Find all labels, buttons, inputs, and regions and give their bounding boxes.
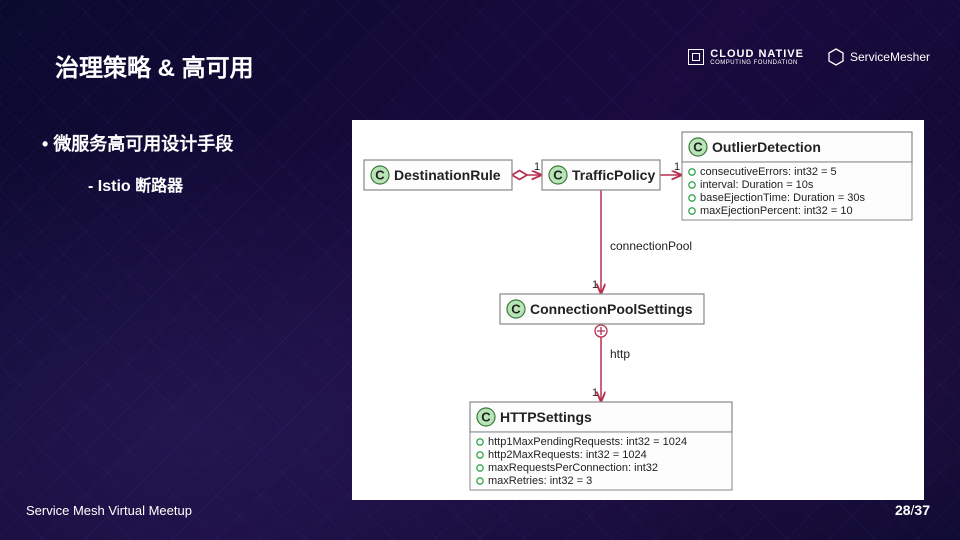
cncf-text-1: CLOUD NATIVE bbox=[710, 49, 804, 60]
page-total: 37 bbox=[914, 502, 930, 518]
svg-text:C: C bbox=[511, 302, 521, 317]
svg-text:maxRetries: int32 = 3: maxRetries: int32 = 3 bbox=[488, 475, 592, 487]
svg-text:C: C bbox=[375, 168, 385, 183]
svg-text:http: http bbox=[610, 347, 630, 361]
footer-event: Service Mesh Virtual Meetup bbox=[26, 503, 192, 518]
bullet-2: - Istio 断路器 bbox=[88, 172, 233, 196]
cncf-icon bbox=[688, 49, 704, 65]
uml-diagram: 11connectionPool1http1CDestinationRuleCT… bbox=[352, 120, 924, 500]
footer-page: 28/37 bbox=[895, 502, 930, 518]
svg-text:C: C bbox=[553, 168, 563, 183]
svg-text:ConnectionPoolSettings: ConnectionPoolSettings bbox=[530, 301, 693, 317]
svg-text:TrafficPolicy: TrafficPolicy bbox=[572, 167, 655, 183]
logo-bar: CLOUD NATIVE COMPUTING FOUNDATION Servic… bbox=[688, 48, 930, 66]
cncf-logo: CLOUD NATIVE COMPUTING FOUNDATION bbox=[688, 49, 804, 66]
svg-text:http1MaxPendingRequests: int32: http1MaxPendingRequests: int32 = 1024 bbox=[488, 436, 687, 448]
page-current: 28 bbox=[895, 502, 911, 518]
svg-text:OutlierDetection: OutlierDetection bbox=[712, 139, 821, 155]
servicemesher-text: ServiceMesher bbox=[850, 50, 930, 64]
svg-text:maxRequestsPerConnection: int3: maxRequestsPerConnection: int32 bbox=[488, 462, 658, 474]
svg-text:interval: Duration = 10s: interval: Duration = 10s bbox=[700, 179, 814, 191]
svg-text:connectionPool: connectionPool bbox=[610, 239, 692, 253]
bullet-list: 微服务高可用设计手段 - Istio 断路器 bbox=[60, 130, 233, 196]
svg-text:C: C bbox=[481, 410, 491, 425]
svg-text:C: C bbox=[693, 140, 703, 155]
page-title: 治理策略 & 高可用 bbox=[55, 48, 254, 83]
svg-text:DestinationRule: DestinationRule bbox=[394, 167, 501, 183]
svg-text:1: 1 bbox=[674, 161, 680, 173]
svg-text:1: 1 bbox=[592, 387, 598, 399]
svg-text:1: 1 bbox=[592, 279, 598, 291]
svg-text:consecutiveErrors: int32 = 5: consecutiveErrors: int32 = 5 bbox=[700, 166, 837, 178]
bullet-1: 微服务高可用设计手段 bbox=[60, 130, 233, 156]
svg-text:1: 1 bbox=[534, 161, 540, 173]
svg-text:maxEjectionPercent: int32 = 10: maxEjectionPercent: int32 = 10 bbox=[700, 205, 853, 217]
cncf-text-2: COMPUTING FOUNDATION bbox=[710, 60, 804, 66]
svg-text:http2MaxRequests: int32 = 1024: http2MaxRequests: int32 = 1024 bbox=[488, 449, 647, 461]
svg-text:HTTPSettings: HTTPSettings bbox=[500, 409, 592, 425]
servicemesher-logo: ServiceMesher bbox=[828, 48, 930, 66]
svg-text:baseEjectionTime: Duration = 3: baseEjectionTime: Duration = 30s bbox=[700, 192, 865, 204]
